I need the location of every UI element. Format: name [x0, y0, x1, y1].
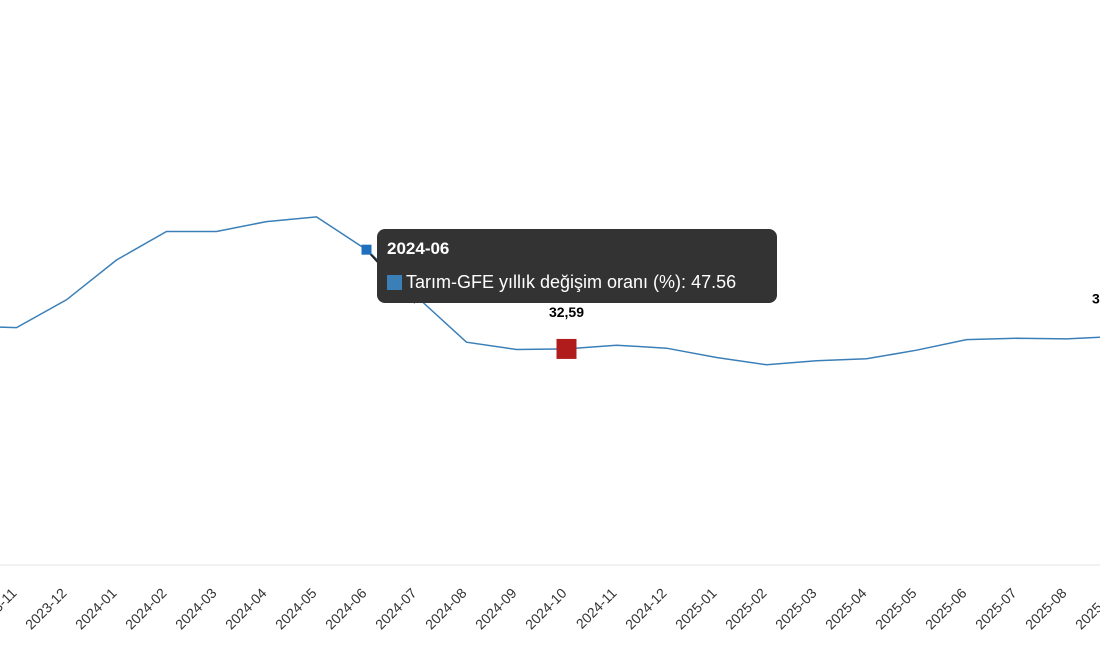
x-tick-label: 2025-09 — [1072, 585, 1100, 633]
x-tick-label: 2025-05 — [872, 585, 920, 633]
x-tick-label: 2025-06 — [922, 585, 970, 633]
x-tick-label: 2024-10 — [522, 585, 570, 633]
x-tick-label: 2024-07 — [372, 585, 420, 633]
tooltip-row: Tarım-GFE yıllık değişim oranı (%): 47.5… — [387, 267, 767, 297]
tooltip-title: 2024-06 — [387, 239, 450, 258]
markers — [361, 244, 577, 359]
data-labels: 32,59 3 — [549, 290, 1100, 320]
x-tick-label: 2023-12 — [22, 585, 70, 633]
x-tick-label: 2024-12 — [622, 585, 670, 633]
series-line — [0, 216, 1100, 366]
tooltip-series-label: Tarım-GFE yıllık değişim oranı (%) — [406, 272, 682, 292]
x-tick-label: 2024-01 — [72, 585, 120, 633]
x-tick-label: 2024-05 — [272, 585, 320, 633]
x-tick-label: 2024-08 — [422, 585, 470, 633]
x-tick-label: 2024-11 — [573, 585, 620, 632]
last-value-label: 3 — [1092, 290, 1100, 306]
x-tick-label: 2024-09 — [472, 585, 520, 633]
tooltip-separator: : — [681, 272, 692, 292]
highlight-point-marker[interactable] — [556, 338, 577, 359]
x-tick-label: 2025-01 — [672, 585, 720, 633]
x-tick-label: 2025-02 — [722, 585, 770, 633]
x-tick-label: 2024-06 — [322, 585, 370, 633]
hover-point-marker[interactable] — [361, 244, 372, 255]
x-tick-label: 2025-03 — [772, 585, 820, 633]
tooltip-value: 47.56 — [691, 272, 737, 292]
x-tick-label: 2023-11 — [0, 585, 20, 632]
tooltip: 2024-06 Tarım-GFE yıllık değişim oranı (… — [377, 229, 777, 303]
x-tick-label: 2024-03 — [172, 585, 220, 633]
highlight-value-label: 32,59 — [549, 304, 584, 320]
x-tick-label: 2025-04 — [822, 585, 870, 633]
x-tick-label: 2024-04 — [222, 585, 270, 633]
x-axis-ticks: 2023-102023-112023-122024-012024-022024-… — [0, 585, 1100, 633]
tooltip-series-swatch — [387, 275, 402, 290]
x-tick-label: 2024-02 — [122, 585, 170, 633]
x-tick-label: 2025-07 — [972, 585, 1020, 633]
x-tick-label: 2025-08 — [1022, 585, 1070, 633]
